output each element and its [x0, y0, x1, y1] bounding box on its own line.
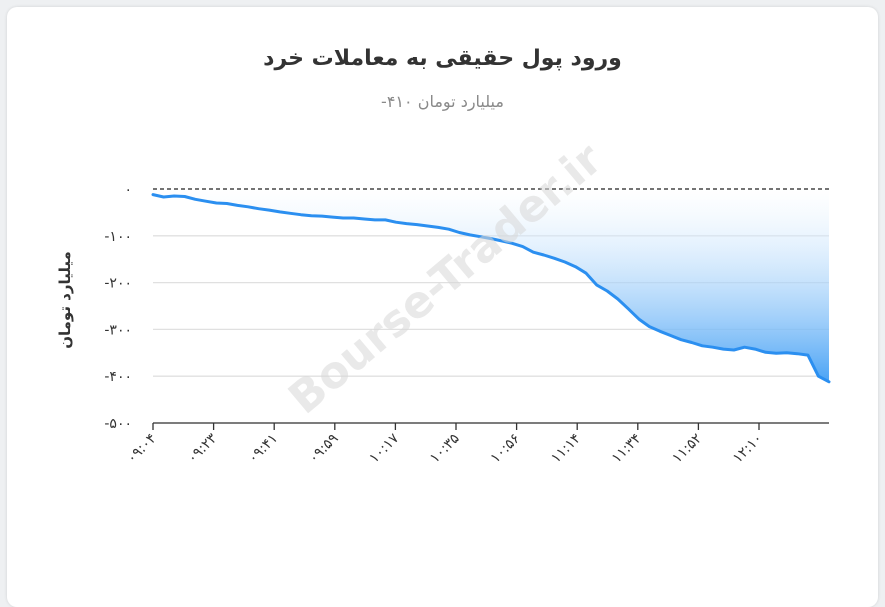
x-tick-label: ۱۲:۱۰ — [730, 431, 766, 467]
chart-title: ورود پول حقیقی به معاملات خرد — [263, 46, 622, 71]
x-tick-label: ۱۰:۳۵ — [427, 431, 463, 467]
series-line — [151, 193, 831, 384]
x-tick-label: ۰۹:۲۳ — [185, 430, 221, 466]
axis-layer — [152, 188, 829, 430]
y-tick-label: -۲۰۰ — [104, 276, 132, 292]
y-axis-label: میلیارد تومان — [56, 251, 74, 349]
x-tick-label: ۱۱:۳۴ — [609, 431, 645, 467]
y-tick-label: -۴۰۰ — [104, 369, 132, 385]
x-tick-label: ۱۱:۵۲ — [669, 431, 705, 467]
series-area — [153, 189, 829, 382]
y-tick-label: -۱۰۰ — [104, 229, 132, 245]
watermark-text: Bourse-Trader.ir — [279, 133, 612, 424]
x-tick-label: ۱۱:۱۴ — [548, 431, 584, 467]
x-tick-label: ۰۹:۵۹ — [306, 431, 342, 467]
x-tick-label: ۰۹:۰۴ — [124, 431, 160, 467]
x-tick-label: ۰۹:۴۱ — [245, 431, 281, 467]
x-tick-label: ۱۰:۱۷ — [366, 430, 402, 466]
area-layer — [151, 189, 831, 384]
y-tick-label: -۳۰۰ — [104, 322, 132, 338]
x-tick-label: ۱۰:۵۶ — [488, 431, 524, 467]
y-tick-label: -۵۰۰ — [104, 416, 132, 432]
chart-subtitle: میلیارد تومان ۴۱۰- — [381, 92, 504, 111]
y-tick-label: ۰ — [124, 182, 132, 198]
